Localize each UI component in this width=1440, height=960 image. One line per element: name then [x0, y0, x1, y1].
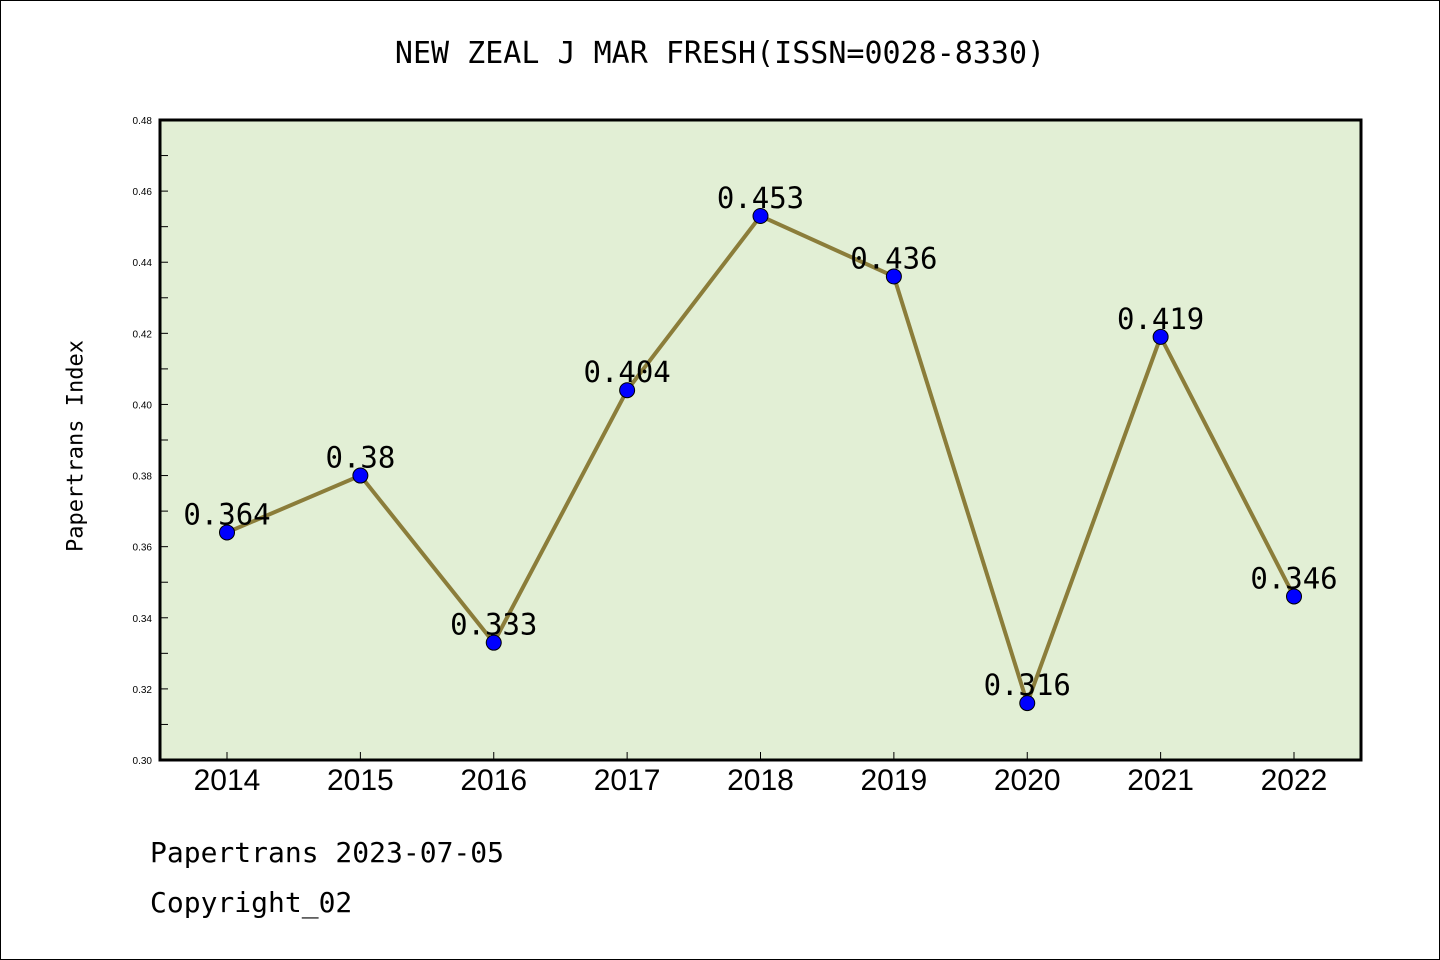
data-label: 0.419	[1117, 302, 1204, 336]
plot-area	[160, 120, 1361, 760]
data-point	[352, 467, 369, 484]
data-point	[885, 268, 902, 285]
footer-copyright: Copyright_02	[150, 886, 353, 919]
x-tick-label: 2021	[1127, 764, 1194, 797]
y-tick-label: 0.40	[133, 400, 153, 411]
chart-title: NEW ZEAL J MAR FRESH(ISSN=0028-8330)	[394, 36, 1046, 71]
x-tick-label: 2014	[194, 764, 261, 797]
x-axis: 2014 2015 2016 2017 2018 2019 2020 2021 2022	[194, 752, 1328, 797]
data-label: 0.316	[984, 668, 1071, 702]
x-tick-label: 2015	[327, 764, 394, 797]
data-point	[619, 382, 636, 399]
plot-border	[158, 118, 1363, 762]
x-tick-label: 2018	[727, 764, 794, 797]
y-tick-label: 0.42	[133, 329, 153, 340]
y-tick-label: 0.46	[133, 187, 153, 198]
x-tick-label: 2022	[1261, 764, 1328, 797]
y-tick-label: 0.38	[133, 472, 153, 483]
x-tick-label: 2020	[994, 764, 1061, 797]
x-tick-label: 2019	[861, 764, 928, 797]
x-tick-label: 2017	[594, 764, 661, 797]
y-tick-label: 0.36	[133, 543, 153, 554]
data-label: 0.38	[325, 441, 395, 475]
y-tick-label: 0.30	[133, 756, 153, 767]
data-label: 0.404	[583, 355, 670, 389]
x-tick-label: 2016	[460, 764, 527, 797]
data-point	[1152, 328, 1169, 345]
data-point	[752, 208, 769, 224]
y-tick-label: 0.34	[133, 614, 153, 625]
data-label: 0.453	[717, 181, 804, 215]
data-labels: 0.364 0.38 0.333 0.404 0.453 0.436 0.316 0.419 0…	[183, 181, 1337, 702]
data-points	[219, 208, 1302, 712]
footer-date: Papertrans 2023-07-05	[150, 836, 505, 869]
data-label: 0.333	[450, 608, 537, 642]
data-label: 0.364	[183, 497, 270, 531]
data-label: 0.346	[1250, 561, 1337, 595]
data-point	[219, 524, 235, 541]
data-point	[485, 634, 502, 651]
y-axis: 0.30 0.32 0.34 0.36 0.38 0.40 0.42 0.44 0.46 0.48	[133, 116, 168, 767]
data-label: 0.436	[850, 241, 937, 275]
y-tick-label: 0.32	[133, 685, 153, 696]
y-tick-label: 0.44	[133, 258, 153, 269]
y-tick-label: 0.48	[133, 116, 153, 127]
data-point	[1286, 588, 1302, 605]
data-point	[1019, 695, 1036, 712]
